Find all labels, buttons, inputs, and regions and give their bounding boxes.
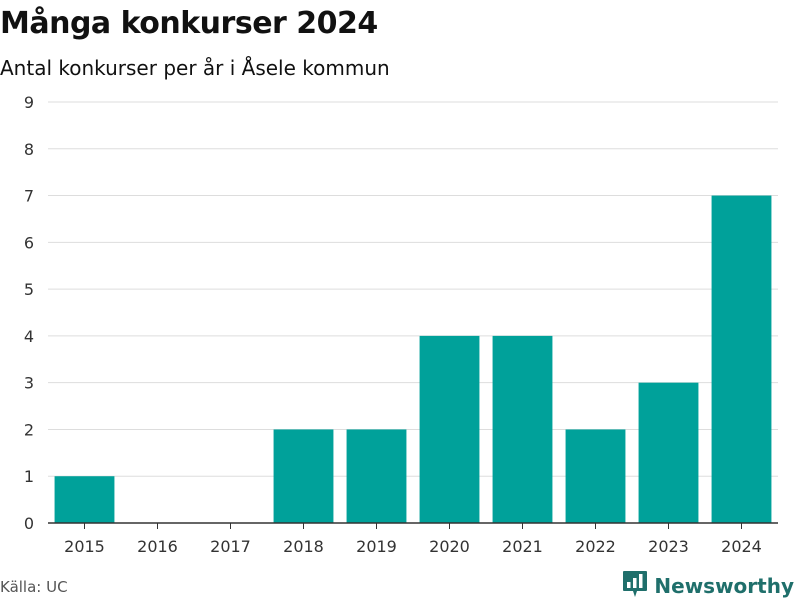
bar-2023	[638, 382, 699, 523]
x-tick-label: 2017	[210, 537, 251, 556]
source-note: Källa: UC	[0, 578, 68, 596]
x-tick-label: 2021	[502, 537, 543, 556]
x-tick-label: 2020	[429, 537, 470, 556]
x-tick-label: 2022	[575, 537, 616, 556]
y-tick-label: 4	[24, 327, 34, 346]
gridlines	[48, 101, 778, 477]
y-tick-label: 7	[24, 187, 34, 206]
y-tick-label: 5	[24, 280, 34, 299]
y-tick-label: 8	[24, 140, 34, 159]
bar-2021	[492, 335, 553, 523]
bar-2015	[54, 476, 115, 523]
bar-2024	[711, 195, 772, 524]
y-tick-label: 2	[24, 420, 34, 439]
x-tick-label: 2019	[356, 537, 397, 556]
bar-2022	[565, 429, 626, 523]
brand-logo: Newsworthy	[622, 570, 794, 602]
y-tick-label: 3	[24, 374, 34, 393]
chart-subtitle: Antal konkurser per år i Åsele kommun	[0, 56, 390, 80]
x-tick-label: 2015	[64, 537, 105, 556]
y-tick-label: 0	[24, 514, 34, 533]
y-tick-label: 1	[24, 467, 34, 486]
y-tick-label: 6	[24, 233, 34, 252]
brand-name: Newsworthy	[654, 574, 794, 598]
bars	[54, 195, 772, 524]
x-tick-label: 2024	[721, 537, 762, 556]
x-tick-label: 2018	[283, 537, 324, 556]
bar-chart-icon	[622, 570, 648, 602]
bar-2018	[273, 429, 334, 523]
bar-2020	[419, 335, 480, 523]
bar-chart: 0 1 2 3 4 5 6 7 8 9 2015 2016 2017 2018 2019 2020 2021 20…	[24, 93, 778, 556]
bar-2019	[346, 429, 407, 523]
x-tick-label: 2023	[648, 537, 689, 556]
axes: 0 1 2 3 4 5 6 7 8 9 2015 2016 2017 2018 2019 2020 2021 20…	[24, 93, 778, 556]
x-tick-label: 2016	[137, 537, 178, 556]
y-tick-label: 9	[24, 93, 34, 112]
chart-title: Många konkurser 2024	[0, 6, 378, 41]
